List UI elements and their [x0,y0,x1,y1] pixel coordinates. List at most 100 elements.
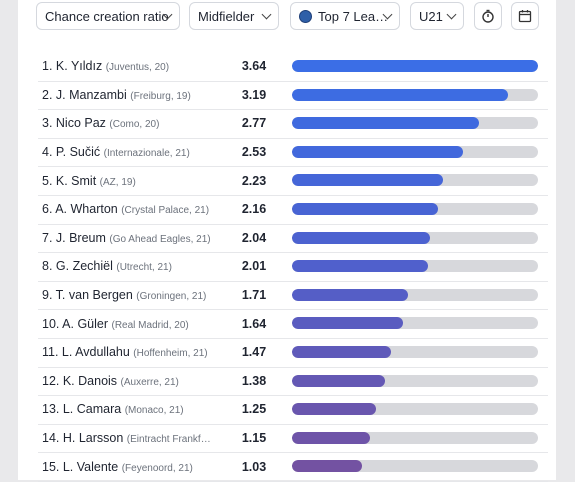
player-rank-name: 12. K. Danois [42,373,118,388]
player-row[interactable]: 5. K. Smit (AZ, 19) 2.23 [38,166,548,196]
player-rank-name: 11. L. Avdullahu [42,345,130,360]
chevron-down-icon [446,9,457,20]
bar-track [292,346,538,358]
value-label: 1.03 [241,459,267,474]
player-club: (Como, 20) [109,119,160,131]
player-row[interactable]: 1. K. Yıldız (Juventus, 20) 3.64 [38,52,548,82]
player-rank-name: 8. G. Zechiël [42,259,113,274]
bar [292,145,463,158]
value-label: 2.53 [241,145,267,160]
player-rank-name: 6. A. Wharton [42,202,118,217]
player-club: (Eintracht Frankf… [126,434,211,446]
player-name: 9. T. van Bergen (Groningen, 21) [42,288,206,302]
bar [292,431,370,444]
bar-track [292,431,538,444]
bar-track [292,403,538,416]
player-row[interactable]: 3. Nico Paz (Como, 20) 2.77 [38,109,548,139]
value-label: 3.19 [241,87,267,102]
position-dropdown-label: Midfielder [198,8,255,24]
player-rank-name: 14. H. Larsson [42,431,124,446]
player-club: (Internazionale, 21) [103,148,190,160]
value-label: 1.38 [241,373,267,388]
bar-track [292,231,538,244]
metric-dropdown[interactable]: Chance creation ratio [36,2,180,30]
player-row[interactable]: 10. A. Güler (Real Madrid, 20) 1.64 [38,309,548,339]
timer-button[interactable] [474,2,502,30]
bar [292,60,538,72]
bar-track [292,288,538,301]
player-name: 13. L. Camara (Monaco, 21) [42,402,184,416]
player-row[interactable]: 15. L. Valente (Feyenoord, 21) 1.03 [38,452,548,482]
player-rank-name: 1. K. Yıldız [42,59,103,74]
value-label: 1.64 [241,316,267,331]
position-dropdown[interactable]: Midfielder [189,2,279,30]
bar [292,260,428,273]
player-name: 6. A. Wharton (Crystal Palace, 21) [42,202,209,216]
player-row[interactable]: 7. J. Breum (Go Ahead Eagles, 21) 2.04 [38,224,548,254]
player-rank-name: 7. J. Breum [42,230,106,245]
player-name: 1. K. Yıldız (Juventus, 20) [42,59,169,73]
metric-dropdown-label: Chance creation ratio [45,8,169,24]
value-label: 2.04 [241,230,267,245]
timer-icon [482,9,494,23]
player-row[interactable]: 8. G. Zechiël (Utrecht, 21) 2.01 [38,252,548,282]
player-row[interactable]: 14. H. Larsson (Eintracht Frankf… 1.15 [38,424,548,454]
leaderboard-card: Chance creation ratio Midfielder Top 7 L… [18,0,556,482]
value-label: 2.16 [241,202,267,217]
player-name: 8. G. Zechiël (Utrecht, 21) [42,259,172,273]
bar-track [292,117,538,130]
player-name: 4. P. Sučić (Internazionale, 21) [42,145,190,159]
bar-track [292,460,538,473]
bar-track [292,174,538,187]
bar-track [292,260,538,273]
player-rank-name: 5. K. Smit [42,173,97,188]
player-club: (Groningen, 21) [136,291,207,303]
value-label: 2.23 [241,173,267,188]
player-row[interactable]: 9. T. van Bergen (Groningen, 21) 1.71 [38,281,548,311]
player-rank-name: 4. P. Sučić [42,145,101,160]
player-club: (Monaco, 21) [124,405,184,417]
bar [292,288,408,301]
player-club: (Real Madrid, 20) [111,319,189,331]
bar [292,374,386,387]
player-rank-name: 9. T. van Bergen [42,288,133,303]
calendar-button[interactable] [511,2,539,30]
player-club: (Utrecht, 21) [116,262,172,274]
player-name: 12. K. Danois (Auxerre, 21) [42,374,179,388]
bar-track [292,317,538,330]
competition-dropdown[interactable]: Top 7 Lea… [290,2,400,30]
bar-track [292,374,538,387]
bar-track [292,145,538,158]
player-club: (Go Ahead Eagles, 21) [109,233,211,245]
player-name: 7. J. Breum (Go Ahead Eagles, 21) [42,231,211,245]
player-name: 11. L. Avdullahu (Hoffenheim, 21) [42,345,208,359]
value-label: 1.15 [241,431,267,446]
player-club: (Feyenoord, 21) [121,462,193,474]
player-club: (Freiburg, 19) [130,90,191,102]
player-row[interactable]: 13. L. Camara (Monaco, 21) 1.25 [38,395,548,425]
value-label: 1.25 [241,402,267,417]
player-rank-name: 15. L. Valente [42,459,119,474]
player-row[interactable]: 4. P. Sučić (Internazionale, 21) 2.53 [38,138,548,168]
player-club: (Auxerre, 21) [120,376,179,388]
player-row[interactable]: 6. A. Wharton (Crystal Palace, 21) 2.16 [38,195,548,225]
player-name: 2. J. Manzambi (Freiburg, 19) [42,88,191,102]
value-label: 3.64 [241,59,267,74]
filter-bar: Chance creation ratio Midfielder Top 7 L… [18,0,556,34]
calendar-icon [518,10,532,23]
bar-track [292,203,538,215]
value-label: 1.71 [241,288,267,303]
player-row[interactable]: 11. L. Avdullahu (Hoffenheim, 21) 1.47 [38,338,548,368]
player-name: 14. H. Larsson (Eintracht Frankf… [42,431,211,445]
value-label: 1.47 [241,345,267,360]
player-club: (Juventus, 20) [105,62,170,74]
player-name: 5. K. Smit (AZ, 19) [42,174,136,188]
age-dropdown[interactable]: U21 [410,2,464,30]
player-row[interactable]: 2. J. Manzambi (Freiburg, 19) 3.19 [38,81,548,111]
bar [292,231,430,244]
bar [292,346,392,358]
bar [292,88,508,101]
player-rank-name: 13. L. Camara [42,402,122,417]
value-label: 2.01 [241,259,267,274]
player-row[interactable]: 12. K. Danois (Auxerre, 21) 1.38 [38,367,548,397]
